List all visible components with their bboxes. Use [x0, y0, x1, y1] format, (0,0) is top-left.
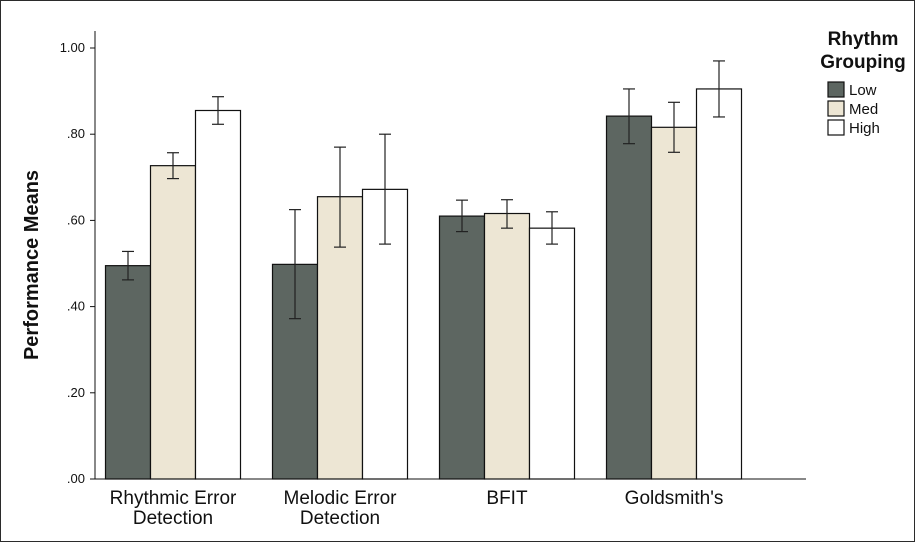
legend-swatch-high: [827, 119, 845, 136]
labels: .00 .20 .40 .60 .80 1.00 Performance Means Rhyt…: [21, 40, 723, 529]
y-tick-label: 1.00: [60, 40, 85, 55]
bar-low: [605, 115, 653, 480]
y-tick-label: .40: [67, 299, 85, 314]
legend-label: Med: [849, 101, 878, 118]
bar-high: [194, 109, 242, 480]
x-category-label: Detection: [133, 508, 213, 529]
legend-label: High: [849, 120, 880, 137]
legend-swatch-low: [827, 81, 845, 98]
bar-med: [650, 126, 698, 480]
y-tick-label: .60: [67, 212, 85, 227]
x-category-label: Detection: [300, 508, 380, 529]
bar-low: [104, 265, 152, 480]
bar-high: [695, 88, 743, 480]
bar-med: [483, 212, 531, 480]
x-category-label: Goldsmith's: [625, 488, 724, 509]
legend-label: Low: [849, 82, 877, 99]
y-tick-label: .20: [67, 385, 85, 400]
x-category-label: Rhythmic Error: [110, 488, 237, 509]
x-category-label: Melodic Error: [284, 488, 398, 509]
y-tick-label: .80: [67, 126, 85, 141]
legend-title: Rhythm: [828, 29, 899, 50]
y-tick-label: .00: [67, 471, 85, 486]
legend-swatch-med: [827, 100, 845, 117]
legend-title: Grouping: [820, 52, 905, 73]
bar-high: [528, 227, 576, 480]
bar-med: [149, 165, 197, 480]
x-category-label: BFIT: [486, 488, 528, 509]
bars: [104, 60, 743, 480]
y-axis-title: Performance Means: [21, 170, 43, 360]
bar-low: [438, 215, 486, 480]
